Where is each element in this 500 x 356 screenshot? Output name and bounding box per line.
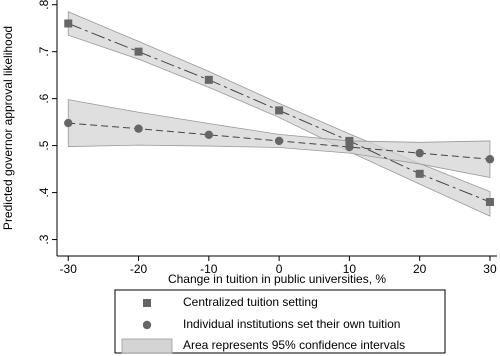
point bbox=[134, 124, 143, 133]
y-tick-label: .8 bbox=[37, 0, 51, 10]
point bbox=[485, 155, 495, 164]
x-tick-label: 30 bbox=[483, 262, 497, 276]
point bbox=[485, 197, 494, 206]
point bbox=[415, 169, 424, 178]
x-tick-label: 0 bbox=[276, 262, 283, 276]
point bbox=[134, 47, 143, 56]
y-tick-label: .7 bbox=[37, 46, 51, 56]
y-tick-label: .4 bbox=[37, 187, 51, 197]
point bbox=[275, 106, 284, 115]
legend-marker bbox=[142, 320, 152, 330]
x-tick-label: -10 bbox=[200, 262, 218, 276]
x-tick-label: 20 bbox=[413, 262, 427, 276]
legend-label: Area represents 95% confidence intervals bbox=[183, 338, 405, 352]
x-tick-label: -20 bbox=[130, 262, 148, 276]
y-axis-title: Predicted governor approval likelihood bbox=[1, 26, 15, 230]
y-tick-label: .5 bbox=[37, 140, 51, 150]
point bbox=[204, 75, 213, 84]
point bbox=[64, 118, 73, 128]
point bbox=[204, 130, 214, 140]
x-tick-label: -30 bbox=[60, 262, 78, 276]
legend-marker bbox=[143, 299, 151, 307]
point bbox=[345, 136, 354, 145]
legend-swatch bbox=[121, 338, 173, 354]
x-axis-title: Change in tuition in public universities… bbox=[168, 272, 386, 286]
point bbox=[274, 136, 284, 146]
legend-label: Individual institutions set their own tu… bbox=[183, 317, 400, 331]
legend-label: Centralized tuition setting bbox=[183, 295, 318, 309]
point bbox=[415, 148, 424, 158]
point bbox=[345, 142, 354, 152]
point bbox=[64, 19, 73, 28]
y-tick-label: .3 bbox=[37, 234, 51, 244]
y-tick-label: .6 bbox=[37, 93, 51, 103]
x-tick-label: 10 bbox=[343, 262, 357, 276]
